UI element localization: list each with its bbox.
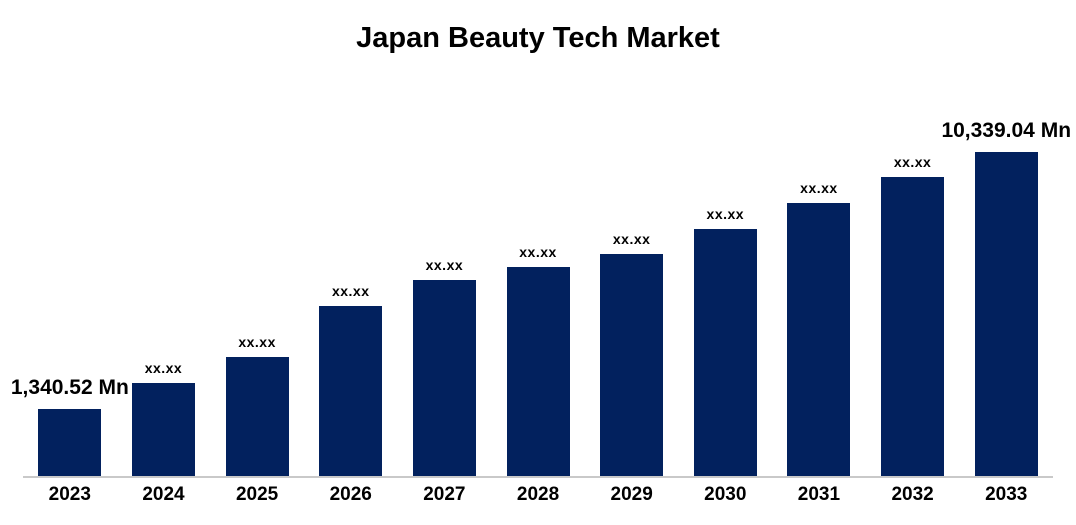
- bar-2024: [131, 383, 195, 476]
- x-axis-label-2028: 2028: [516, 484, 560, 505]
- x-axis-label-2029: 2029: [610, 484, 653, 505]
- x-axis-label-2033: 2033: [985, 484, 1028, 505]
- x-axis-label-2024: 2024: [142, 484, 185, 505]
- bar-slot-2032: xx.xx: [866, 154, 960, 476]
- bar-slot-2028: xx.xx: [491, 244, 585, 476]
- x-axis-label-2023: 2023: [48, 484, 91, 505]
- x-axis-label-2032: 2032: [891, 484, 934, 505]
- bar-slot-2030: xx.xx: [678, 206, 772, 476]
- bar-slot-2031: xx.xx: [772, 180, 866, 476]
- bar-slot-2027: xx.xx: [398, 257, 492, 476]
- bar-slot-2023: 1,340.52 Mn: [11, 376, 129, 476]
- x-axis-line: [23, 476, 1053, 478]
- bar-value-label-2030: xx.xx: [706, 205, 745, 222]
- bar-slot-2029: xx.xx: [585, 231, 679, 476]
- bar-2032: [881, 177, 945, 476]
- bar-2023: [38, 409, 102, 476]
- bar-slot-2024: xx.xx: [117, 360, 211, 476]
- x-axis-labels: 2023 2024 2025 2026 2027 2028 2029 2030 2031 2032…: [23, 484, 1053, 506]
- bar-2025: [225, 357, 289, 476]
- bar-2027: [412, 280, 476, 476]
- bar-2030: [693, 229, 757, 476]
- bar-2029: [600, 254, 664, 476]
- bar-slot-2026: xx.xx: [304, 283, 398, 476]
- x-axis-label-2025: 2025: [235, 484, 279, 505]
- bar-2033: [974, 152, 1038, 476]
- chart-title: Japan Beauty Tech Market: [356, 22, 720, 54]
- bar-chart: 1,340.52 Mn xx.xx xx.xx xx.xx xx.xx xx.xx xx.x…: [11, 0, 1071, 525]
- bar-2031: [787, 203, 851, 476]
- bar-2028: [506, 267, 570, 476]
- bar-value-label-2026: xx.xx: [331, 282, 370, 299]
- bar-slot-2033: 10,339.04 Mn: [941, 119, 1071, 476]
- bar-value-label-2025: xx.xx: [238, 333, 276, 350]
- bar-value-label-2032: xx.xx: [893, 153, 932, 170]
- bar-value-label-2027: xx.xx: [425, 256, 464, 273]
- bar-value-label-2033: 10,339.04 Mn: [941, 118, 1072, 142]
- bar-2026: [319, 306, 383, 476]
- bar-value-label-2028: xx.xx: [519, 243, 557, 260]
- bar-value-label-2029: xx.xx: [612, 230, 651, 247]
- x-axis-label-2031: 2031: [797, 484, 841, 505]
- x-axis-label-2027: 2027: [423, 484, 466, 505]
- bar-value-label-2023: 1,340.52 Mn: [10, 375, 129, 399]
- plot-area: 1,340.52 Mn xx.xx xx.xx xx.xx xx.xx xx.xx xx.x…: [11, 56, 1071, 476]
- bar-slot-2025: xx.xx: [210, 334, 304, 476]
- bar-value-label-2031: xx.xx: [800, 179, 838, 196]
- x-axis-label-2026: 2026: [329, 484, 372, 505]
- bar-value-label-2024: xx.xx: [144, 359, 183, 376]
- x-axis-label-2030: 2030: [704, 484, 747, 505]
